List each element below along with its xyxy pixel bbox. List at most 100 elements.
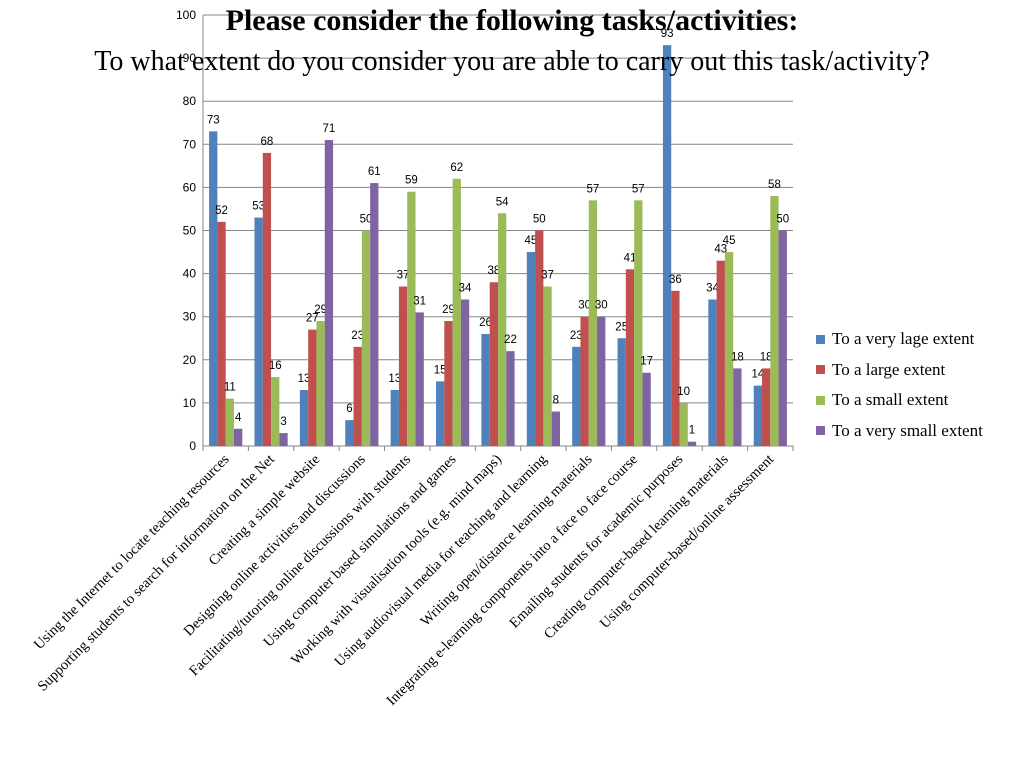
data-label: 34 [459, 282, 472, 294]
data-label: 23 [351, 330, 364, 342]
y-tick-label: 90 [183, 51, 197, 65]
y-tick-label: 60 [183, 180, 197, 194]
legend-item: To a small extent [816, 385, 983, 416]
chart-legend: To a very lage extent To a large extent To… [816, 324, 983, 446]
bar [535, 230, 544, 446]
data-label: 15 [434, 364, 447, 376]
bar [390, 389, 399, 446]
data-label: 4 [235, 412, 242, 424]
bar [543, 286, 552, 446]
data-label: 30 [595, 300, 608, 312]
data-label: 93 [661, 28, 674, 40]
data-label: 13 [298, 373, 311, 385]
bar [489, 282, 498, 446]
bar [625, 269, 635, 446]
data-label: 38 [487, 265, 500, 277]
y-tick-label: 30 [183, 310, 197, 324]
data-label: 61 [368, 166, 381, 178]
data-label: 54 [496, 196, 509, 208]
bar [460, 299, 470, 446]
data-label: 13 [388, 373, 401, 385]
bar [679, 402, 688, 446]
data-label: 57 [632, 183, 645, 195]
legend-swatch [816, 395, 825, 405]
bar [452, 178, 461, 446]
data-label: 14 [751, 369, 764, 381]
y-tick-label: 10 [183, 396, 197, 410]
data-label: 22 [504, 334, 517, 346]
bar [209, 131, 218, 446]
bar [279, 433, 288, 446]
data-label: 18 [760, 351, 773, 363]
data-label: 30 [578, 300, 591, 312]
data-label: 34 [706, 282, 719, 294]
bar [299, 389, 309, 446]
bar [481, 333, 490, 446]
data-label: 26 [479, 317, 492, 329]
bar [217, 221, 226, 446]
data-label: 36 [669, 274, 682, 286]
bar [642, 372, 651, 446]
x-tick-label: Using audiovisual media for teaching and… [332, 452, 551, 671]
bar [308, 329, 317, 446]
bar [398, 286, 408, 446]
data-label: 16 [269, 360, 282, 372]
y-tick-label: 80 [183, 94, 197, 108]
bar [770, 196, 779, 446]
bar [572, 346, 581, 446]
data-label: 41 [624, 252, 637, 264]
legend-label: To a very small extent [832, 420, 983, 440]
data-label: 73 [207, 114, 220, 126]
bar [588, 200, 598, 446]
legend-label: To a small extent [832, 390, 949, 410]
y-tick-label: 40 [183, 267, 197, 281]
data-label: 27 [306, 313, 319, 325]
data-label: 68 [261, 136, 274, 148]
bar [551, 411, 560, 446]
bar [262, 152, 272, 447]
bar [597, 316, 606, 446]
bar [526, 252, 536, 446]
data-label: 58 [768, 179, 781, 191]
bar [353, 346, 362, 446]
y-tick-label: 50 [183, 224, 197, 238]
data-label: 23 [570, 330, 583, 342]
data-label: 37 [397, 270, 410, 282]
bar [762, 368, 771, 446]
legend-label: To a very lage extent [832, 329, 975, 349]
bar [370, 183, 379, 446]
legend-item: To a large extent [816, 355, 983, 386]
bar [662, 45, 672, 447]
bar [753, 385, 763, 446]
bar [407, 191, 416, 446]
data-label: 31 [413, 295, 426, 307]
bar [415, 312, 424, 446]
data-label: 17 [640, 356, 653, 368]
x-tick-label: Working with visualisation tools (e.g. m… [288, 451, 505, 668]
data-label: 8 [553, 395, 559, 407]
bar [271, 377, 280, 446]
legend-item: To a very small extent [816, 416, 983, 447]
data-label: 50 [360, 214, 373, 226]
legend-swatch [816, 426, 825, 436]
y-tick-label: 100 [176, 8, 196, 22]
data-label: 71 [323, 123, 336, 135]
data-label: 18 [731, 351, 744, 363]
bar [687, 441, 697, 446]
bar [498, 213, 507, 446]
data-label: 37 [541, 270, 554, 282]
data-label: 29 [442, 304, 455, 316]
data-label: 45 [525, 235, 538, 247]
bar [506, 351, 515, 446]
bar [617, 338, 626, 446]
legend-label: To a large extent [832, 359, 946, 379]
bar [634, 200, 643, 446]
bar [345, 420, 354, 446]
data-label: 29 [314, 304, 327, 316]
bar [724, 252, 734, 446]
data-label: 1 [689, 425, 695, 437]
bar [316, 321, 325, 446]
bar [254, 217, 263, 446]
data-label: 62 [450, 162, 463, 174]
